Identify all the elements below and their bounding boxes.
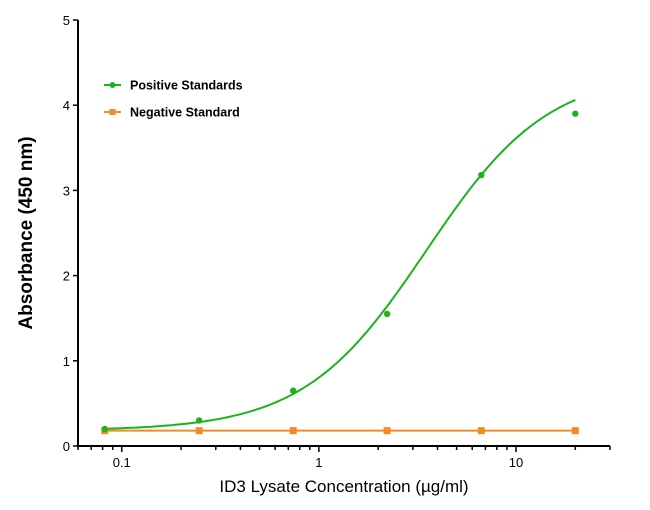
positive-standard-point bbox=[101, 425, 108, 433]
series-layer bbox=[101, 98, 579, 435]
positive-standard-point bbox=[572, 110, 579, 117]
negative-standard-point bbox=[383, 427, 391, 435]
legend: Positive Standards Negative Standard bbox=[104, 79, 243, 120]
legend-marker-negative-standard bbox=[109, 109, 116, 115]
y-tick-label: 1 bbox=[63, 354, 70, 369]
y-tick-label: 3 bbox=[63, 183, 70, 198]
y-tick-label: 2 bbox=[63, 269, 70, 284]
negative-standard-point bbox=[571, 427, 579, 435]
y-tick-label: 0 bbox=[63, 439, 70, 454]
axes: 0 1 2 3 4 5 0.1 1 10 bbox=[63, 13, 611, 470]
x-tick-label: 0.1 bbox=[113, 455, 131, 470]
positive-standards-fit-curve bbox=[104, 98, 576, 430]
negative-standard-point bbox=[477, 427, 485, 435]
legend-label-negative-standard: Negative Standard bbox=[130, 106, 240, 120]
y-tick-label: 5 bbox=[63, 13, 70, 28]
negative-standard-point bbox=[289, 427, 297, 435]
positive-standard-point bbox=[289, 387, 297, 394]
legend-label-positive-standards: Positive Standards bbox=[130, 79, 243, 93]
x-tick-label: 10 bbox=[509, 455, 523, 470]
positive-standard-point bbox=[478, 171, 485, 179]
negative-standard-point bbox=[195, 427, 203, 435]
y-axis-label: Absorbance (450 nm) bbox=[16, 136, 37, 329]
y-tick-label: 4 bbox=[63, 98, 70, 113]
legend-marker-positive-standards bbox=[109, 82, 116, 88]
x-tick-label: 1 bbox=[315, 455, 322, 470]
positive-standard-point bbox=[195, 417, 203, 424]
x-axis-label: ID3 Lysate Concentration (µg/ml) bbox=[219, 477, 468, 496]
positive-standard-point bbox=[383, 310, 391, 318]
